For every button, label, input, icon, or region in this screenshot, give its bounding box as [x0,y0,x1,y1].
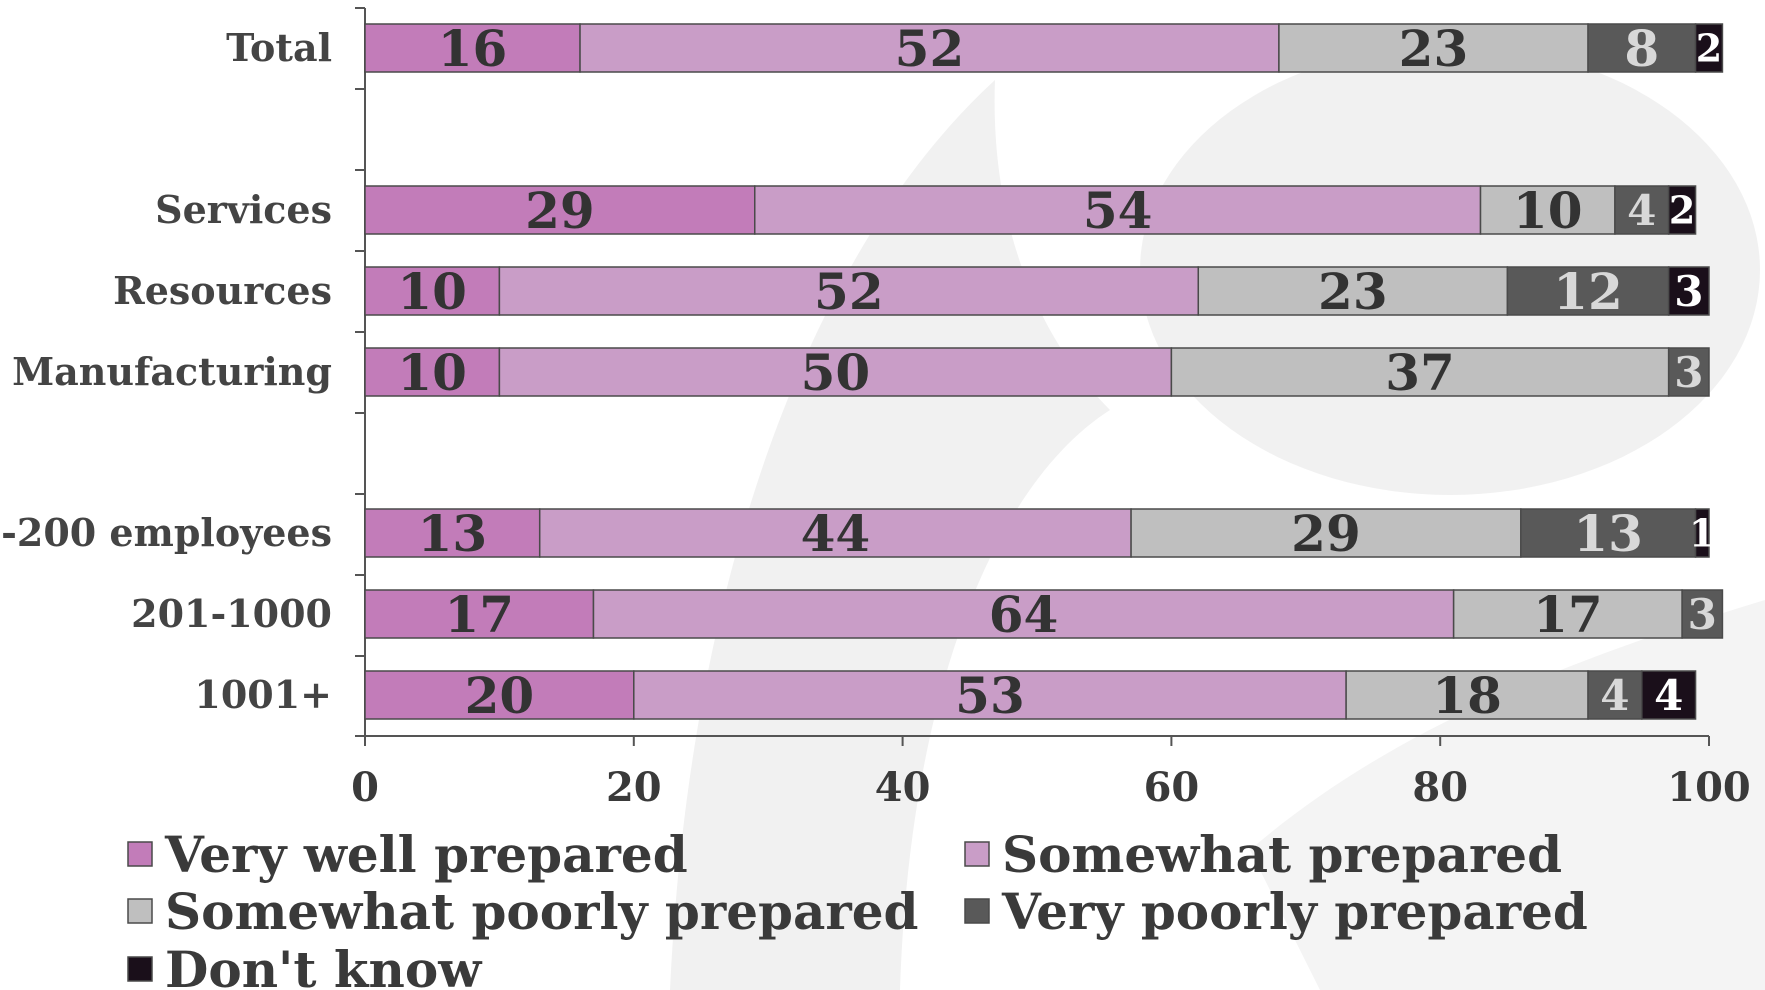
bar-segment [1641,670,1697,720]
bar-value-label: 12 [1553,262,1623,321]
x-tick-label: 100 [1667,764,1751,811]
bar-segment [364,266,501,316]
bar-value-label: 52 [895,19,965,78]
x-tick-label: 0 [351,764,379,811]
bar-segment [498,347,1173,397]
bar-segment [498,266,1200,316]
bar-value-label: 18 [1432,666,1502,725]
bar-segment [364,589,595,639]
bar-value-label: 13 [418,504,488,563]
bar-value-label: 10 [397,262,467,321]
bar-value-label: 29 [525,181,595,240]
bar-segment [1278,23,1589,73]
bar-value-label: 17 [1533,585,1603,644]
x-tick-label: 80 [1412,764,1468,811]
chart-bars: 16 52 23 8 229 54 10 4 210 52 23 12 310 50 37 313 44 29 13… [364,19,1724,725]
category-label: Services [155,187,332,232]
legend-label: Somewhat prepared [1002,825,1562,884]
bar-value-label: 10 [397,343,467,402]
chart-legend: Very well prepared Somewhat prepared Somew… [127,825,1588,990]
category-label: Total [226,25,332,70]
bar-value-label: 37 [1385,343,1455,402]
bar-value-label: 4 [1654,671,1683,720]
bar-value-label: 10 [1513,181,1583,240]
bar-value-label: 50 [801,343,871,402]
legend-label: Somewhat poorly prepared [165,882,919,941]
bar-segment [1130,508,1522,558]
bar-segment [364,347,501,397]
bar-value-label: 4 [1627,186,1656,235]
bar-value-label: 16 [438,19,508,78]
x-tick-label: 60 [1144,764,1200,811]
bar-segment [633,670,1347,720]
bar-segment [1667,185,1697,235]
category-label: 1001+ [194,672,332,717]
bar-segment [1694,23,1724,73]
bar-segment [1520,508,1697,558]
legend-swatch [964,841,990,867]
bar-segment [1681,589,1724,639]
bar-segment [1667,347,1710,397]
bar-segment [364,23,581,73]
bar-value-label: 20 [465,666,535,725]
bar-segment [364,670,635,720]
bar-value-label: 44 [801,504,871,563]
bar-segment [364,508,541,558]
bar-segment [1170,347,1670,397]
bar-value-label: 23 [1399,19,1469,78]
bar-value-label: 52 [814,262,884,321]
legend-swatch [127,841,153,867]
bar-segment [1587,670,1643,720]
bar-value-label: 3 [1674,348,1703,397]
bar-value-label: 64 [989,585,1059,644]
bar-value-label: 2 [1696,26,1722,71]
bar-value-label: 29 [1291,504,1361,563]
legend-swatch [964,898,990,924]
bar-segment [592,589,1455,639]
bar-value-label: 53 [955,666,1025,725]
bar-segment [1667,266,1710,316]
bar-value-label: 23 [1318,262,1388,321]
category-label: Manufacturing [12,349,332,394]
bar-segment [1345,670,1589,720]
category-label: Resources [113,268,332,313]
bar-segment [754,185,1482,235]
legend-label: Very poorly prepared [1001,882,1588,941]
legend-swatch [127,898,153,924]
bar-value-label: 2 [1669,188,1695,233]
bar-value-label: 3 [1674,267,1703,316]
category-label: 201-1000 [131,591,332,636]
bar-value-label: 54 [1083,181,1153,240]
bar-value-label: 4 [1600,671,1629,720]
legend-swatch [127,956,153,982]
bar-segment [1694,508,1710,558]
legend-label: Very well prepared [164,825,688,884]
x-tick-labels: 0 20 40 60 80 100 [351,764,1751,811]
bar-segment [538,508,1132,558]
legend-label: Don't know [165,940,483,990]
bar-segment [364,185,756,235]
bar-value-label: 13 [1573,504,1643,563]
x-tick-label: 20 [606,764,662,811]
bar-segment [1506,266,1670,316]
bar-value-label: 1 [1689,511,1715,556]
category-labels: Total Services Resources Manufacturing 1-200… [0,25,332,717]
bar-value-label: 3 [1688,590,1717,639]
bar-value-label: 17 [444,585,514,644]
category-label: 1-200 employees [0,510,332,555]
bar-value-label: 8 [1624,19,1659,78]
x-tick-label: 40 [875,764,931,811]
bar-segment [579,23,1280,73]
